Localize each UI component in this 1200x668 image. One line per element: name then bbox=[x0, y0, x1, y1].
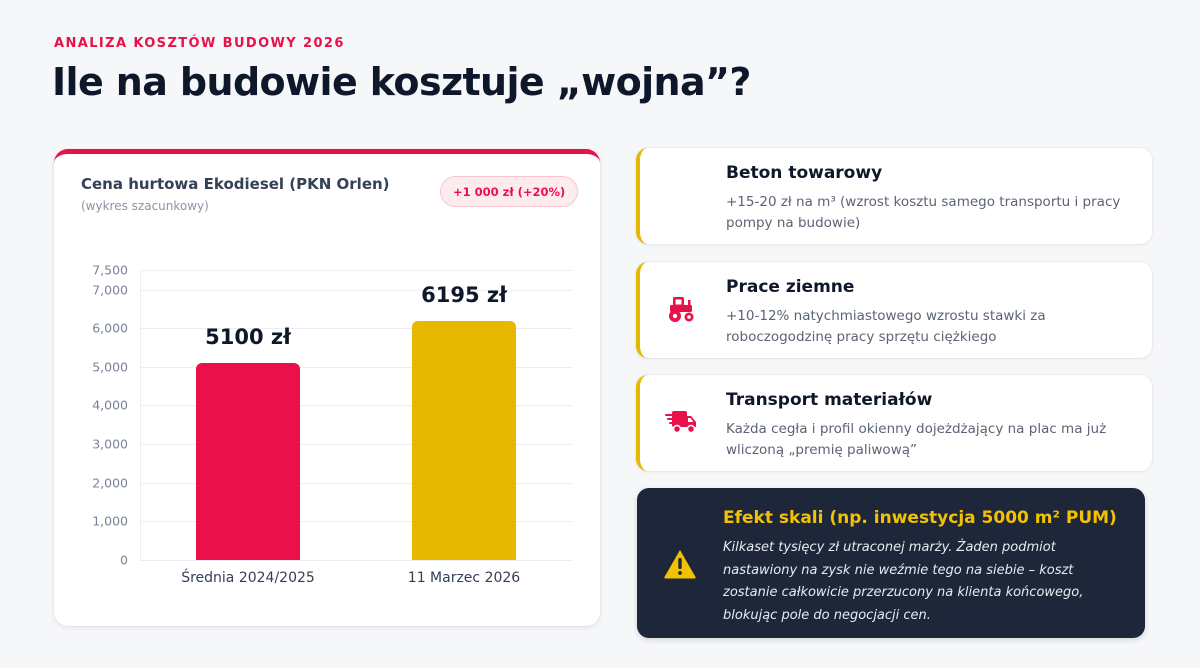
warning-icon bbox=[663, 548, 697, 580]
y-tick-label: 6,000 bbox=[92, 320, 128, 336]
y-tick-label: 5,000 bbox=[92, 359, 128, 375]
gridline bbox=[140, 328, 572, 329]
y-tick-label: 0 bbox=[120, 552, 128, 568]
y-tick-label: 4,000 bbox=[92, 397, 128, 413]
info-card-description: +15-20 zł na m³ (wzrost kosztu samego tr… bbox=[726, 194, 1121, 231]
y-tick-label: 1,000 bbox=[92, 513, 128, 529]
chart-title: Cena hurtowa Ekodiesel (PKN Orlen) bbox=[81, 175, 390, 193]
info-card-title: Beton towarowy bbox=[726, 163, 883, 183]
price-change-badge: +1 000 zł (+20%) bbox=[440, 176, 579, 207]
y-tick-label: 3,000 bbox=[92, 436, 128, 452]
gridline bbox=[140, 560, 572, 561]
info-card-beton-towarowy: Beton towarowy +15-20 zł na m³ (wzrost k… bbox=[636, 148, 1152, 244]
info-card-title: Transport materiałów bbox=[726, 390, 933, 410]
chart-subtitle: (wykres szacunkowy) bbox=[81, 199, 209, 213]
info-card-transport-materialow: Transport materiałów Każda cegła i profi… bbox=[636, 375, 1152, 471]
alert-card-title: Efekt skali (np. inwestycja 5000 m² PUM) bbox=[723, 508, 1117, 528]
page-title: Ile na budowie kosztuje „wojna”? bbox=[52, 60, 751, 104]
gridline bbox=[140, 405, 572, 406]
chart-card: Cena hurtowa Ekodiesel (PKN Orlen) (wykr… bbox=[54, 149, 600, 626]
truck-fast-icon bbox=[664, 405, 698, 439]
gridline bbox=[140, 444, 572, 445]
x-category-label: 11 Marzec 2026 bbox=[407, 570, 521, 586]
alert-card-description: Kilkaset tysięcy zł utraconej marży. Żad… bbox=[723, 540, 1084, 623]
y-tick-label: 7,000 bbox=[92, 282, 128, 298]
gridline bbox=[140, 521, 572, 522]
bar-chart: 0 1,000 2,000 3,000 4,000 5,000 6,000 7,… bbox=[54, 154, 600, 631]
gridline bbox=[140, 483, 572, 484]
bar-value-label: 5100 zł bbox=[205, 325, 291, 349]
info-card-prace-ziemne: Prace ziemne +10-12% natychmiastowego wz… bbox=[636, 262, 1152, 358]
gridline bbox=[140, 270, 572, 271]
bar-srednia-2024-2025 bbox=[196, 363, 300, 560]
y-tick-label: 7,500 bbox=[92, 262, 128, 278]
bar-11-marzec-2026 bbox=[412, 321, 516, 560]
tractor-icon bbox=[664, 292, 698, 326]
alert-card-efekt-skali: Efekt skali (np. inwestycja 5000 m² PUM)… bbox=[637, 488, 1145, 638]
gridline bbox=[140, 367, 572, 368]
info-card-description: Każda cegła i profil okienny dojeżdżając… bbox=[726, 421, 1107, 458]
info-card-title: Prace ziemne bbox=[726, 277, 855, 297]
y-axis-line bbox=[140, 270, 141, 561]
y-tick-label: 2,000 bbox=[92, 475, 128, 491]
eyebrow-label: ANALIZA KOSZTÓW BUDOWY 2026 bbox=[54, 36, 345, 51]
bar-value-label: 6195 zł bbox=[421, 283, 507, 307]
info-card-description: +10-12% natychmiastowego wzrostu stawki … bbox=[726, 308, 1046, 345]
x-category-label: Średnia 2024/2025 bbox=[181, 570, 315, 586]
gridline bbox=[140, 290, 572, 291]
